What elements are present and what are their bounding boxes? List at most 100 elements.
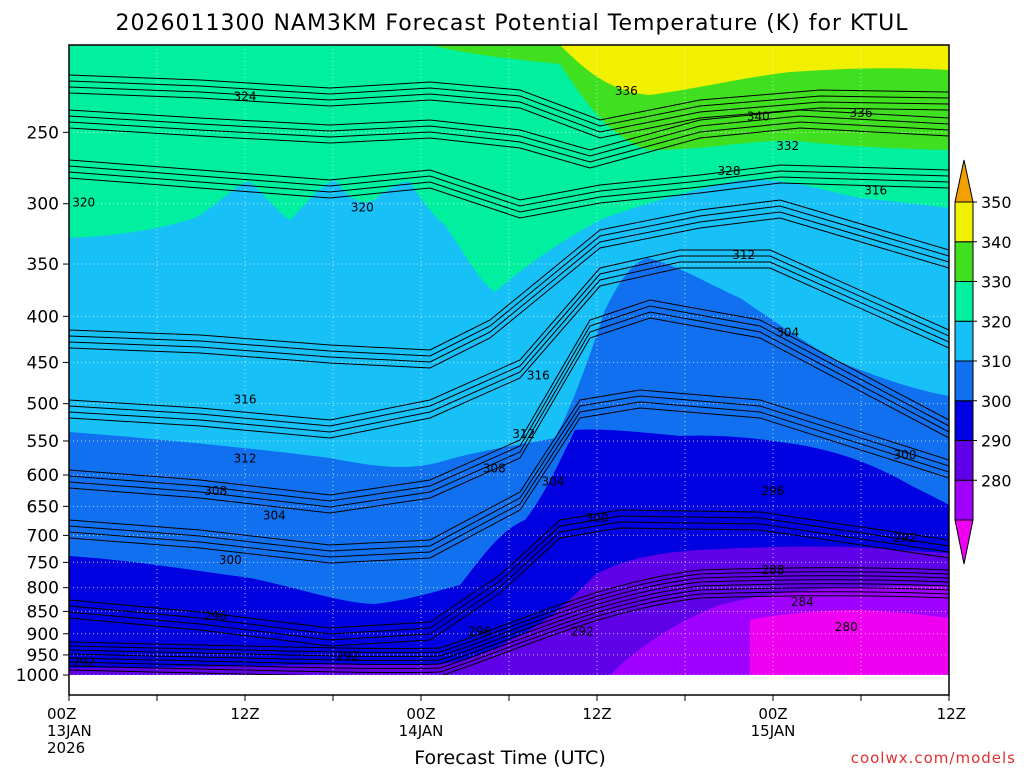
- contour-line: [69, 299, 949, 496]
- contour-line: [69, 527, 949, 647]
- pressure-tick-label: 650: [27, 497, 59, 517]
- pressure-tick-label: 350: [27, 255, 59, 275]
- pressure-tick-label: 900: [27, 625, 59, 645]
- contour-label: 308: [204, 484, 227, 498]
- colorbar-label: 350: [981, 193, 1012, 212]
- pressure-axis: 250 300 350 400 450 500 550 600 650 700 750 800 850 9…: [16, 123, 69, 686]
- time-tick-label: 00Z: [406, 705, 435, 723]
- time-tick-label: 14JAN: [399, 722, 444, 740]
- colorbar-label: 340: [981, 233, 1012, 252]
- contour-label: 312: [234, 451, 257, 465]
- colorbar-label: 300: [981, 392, 1012, 411]
- colorbar-label: 320: [981, 312, 1012, 331]
- contour-label: 324: [234, 89, 257, 103]
- contour-label: 292: [336, 649, 359, 663]
- contour-line: [69, 86, 949, 133]
- contour-line: [69, 521, 949, 641]
- contour-label: 316: [527, 368, 550, 382]
- contour-line: [69, 267, 949, 439]
- time-tick-label: 13JAN: [47, 722, 92, 740]
- time-tick-label: 2026: [47, 739, 85, 757]
- contour-line: [69, 92, 949, 139]
- contour-label: 296: [204, 609, 227, 623]
- site-credit: coolwx.com/models: [851, 749, 1016, 767]
- pressure-tick-label: 600: [27, 466, 59, 486]
- pressure-tick-label: 1000: [16, 666, 59, 686]
- colorbar-under-arrow: [954, 519, 974, 565]
- contour-line: [69, 571, 949, 654]
- contour-line: [69, 211, 949, 363]
- contour-line: [69, 115, 949, 157]
- colorbar-swatch: [954, 360, 974, 402]
- contour-line: [69, 595, 949, 675]
- colorbar-label: 330: [981, 273, 1012, 292]
- pressure-tick-label: 550: [27, 432, 59, 452]
- contour-line: [69, 395, 949, 552]
- contour-line: [69, 509, 949, 629]
- contour-line: [69, 317, 949, 514]
- x-axis-label: Forecast Time (UTC): [414, 747, 605, 768]
- contour-label: 292: [894, 531, 917, 545]
- contour-line: [69, 109, 949, 151]
- time-tick-label: 12Z: [230, 705, 259, 723]
- contour-line: [69, 121, 949, 163]
- grid-lines: [69, 45, 949, 675]
- contour-labels: 336 324 340 336 332 328 320 320 316 312 304 316 316 3…: [72, 84, 916, 669]
- contour-line: [69, 205, 949, 357]
- contour-line: [69, 249, 949, 421]
- time-tick-label: 12Z: [582, 705, 611, 723]
- contour-line: [69, 407, 949, 564]
- contour-label: 308: [483, 461, 506, 475]
- contour-line: [69, 177, 949, 219]
- pressure-tick-label: 400: [27, 307, 59, 327]
- contour-line: [69, 80, 949, 127]
- contour-label: 332: [776, 139, 799, 153]
- contour-line: [69, 159, 949, 201]
- contour-line: [69, 389, 949, 546]
- contour-label: 304: [776, 326, 799, 340]
- contour-label: 296: [468, 625, 491, 639]
- pressure-tick-label: 750: [27, 553, 59, 573]
- time-tick-label: 15JAN: [751, 722, 796, 740]
- time-tick-label: 00Z: [47, 705, 76, 723]
- surface-ground: [69, 675, 949, 695]
- contour-label: 312: [732, 248, 755, 262]
- contour-line: [69, 305, 949, 502]
- contour-line: [69, 311, 949, 508]
- contour-label: 292: [571, 625, 594, 639]
- colorbar-swatch: [954, 201, 974, 243]
- contour-label: 296: [762, 484, 785, 498]
- contour-label: 292: [72, 655, 95, 669]
- pressure-tick-label: 300: [27, 195, 59, 215]
- contour-label: 336: [850, 106, 873, 120]
- contour-label: 312: [512, 427, 535, 441]
- colorbar-swatch: [954, 281, 974, 322]
- contour-line: [69, 127, 949, 169]
- contour-label: 300: [894, 448, 917, 462]
- band-under-280: [750, 610, 949, 675]
- contour-line: [69, 171, 949, 213]
- contour-line: [69, 583, 949, 666]
- colorbar-swatch: [954, 320, 974, 362]
- pressure-tick-label: 950: [27, 646, 59, 666]
- colorbar: 350 340 330 320 310 300 290 280: [954, 159, 1012, 565]
- colorbar-swatch: [954, 479, 974, 521]
- contour-line: [69, 515, 949, 635]
- contour-label: 304: [263, 508, 286, 522]
- contour-line: [69, 165, 949, 207]
- colorbar-label: 280: [981, 471, 1012, 490]
- colorbar-label: 290: [981, 432, 1012, 451]
- pressure-tick-label: 700: [27, 526, 59, 546]
- contour-line: [69, 261, 949, 433]
- contour-line: [69, 575, 949, 658]
- contour-label: 284: [791, 595, 814, 609]
- contour-label: 288: [762, 563, 785, 577]
- colorbar-swatch: [954, 440, 974, 481]
- contour-label: 340: [747, 109, 770, 123]
- chart-title: 2026011300 NAM3KM Forecast Potential Tem…: [115, 11, 908, 36]
- contour-line: [69, 587, 949, 670]
- pressure-tick-label: 500: [27, 395, 59, 415]
- time-tick-label: 00Z: [758, 705, 787, 723]
